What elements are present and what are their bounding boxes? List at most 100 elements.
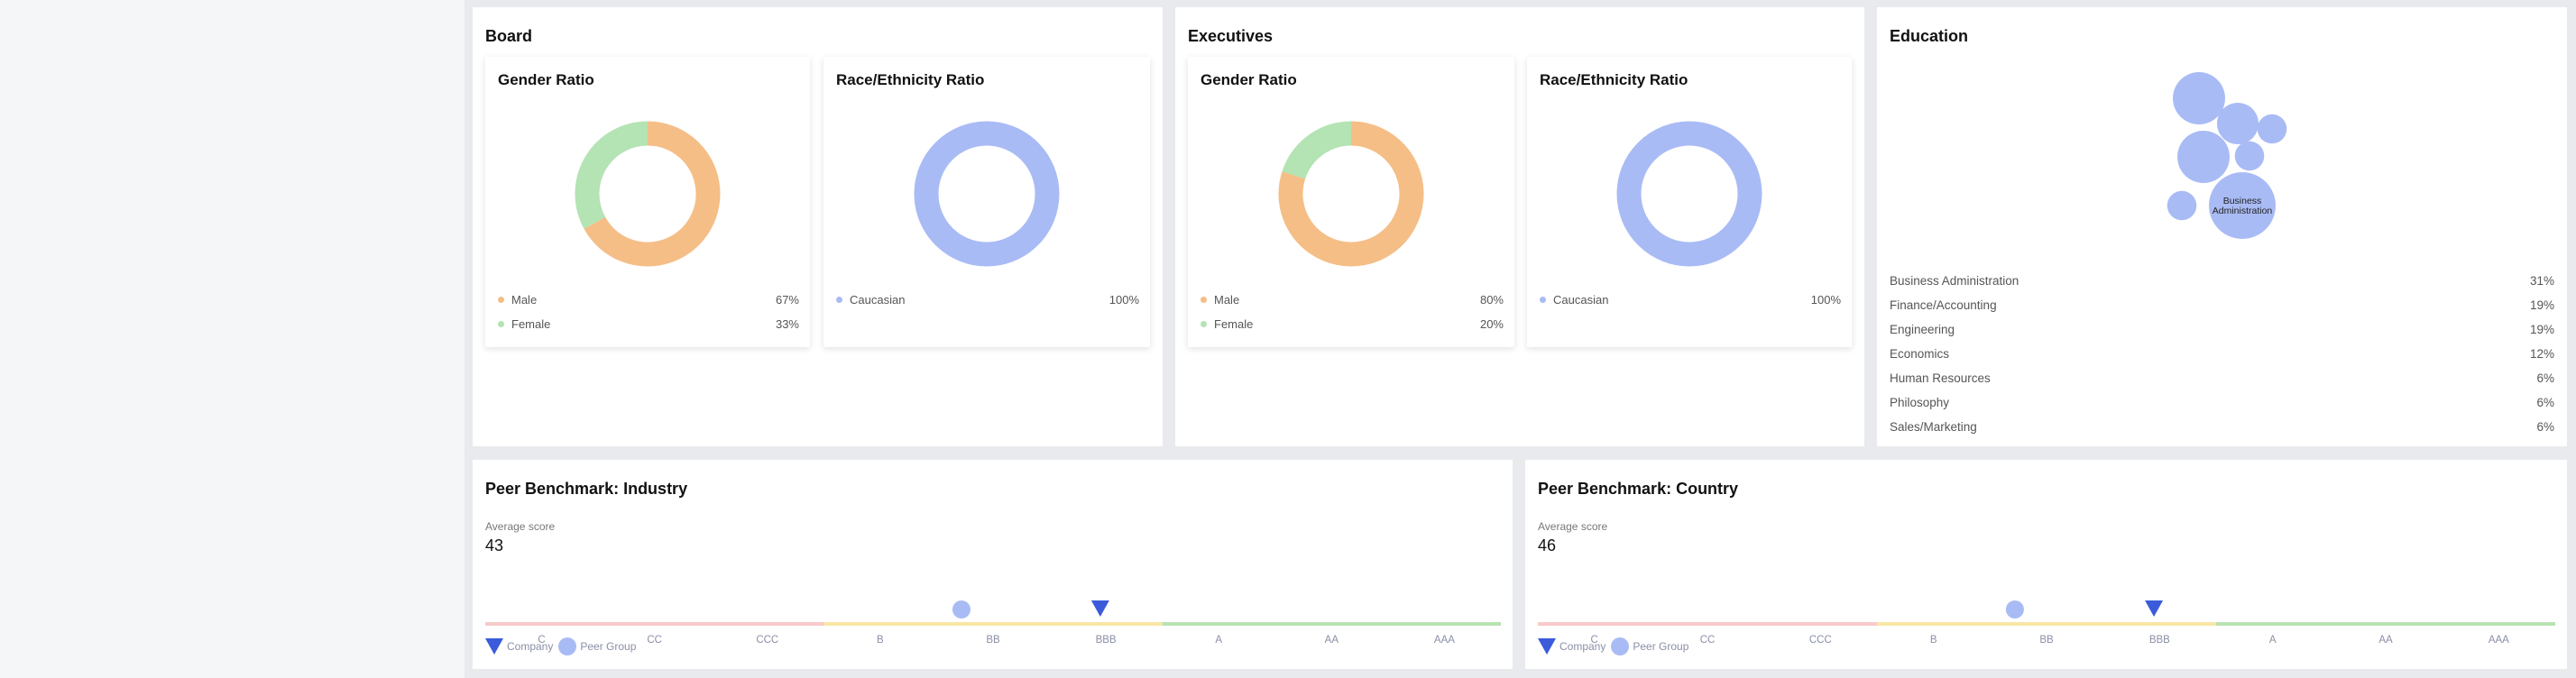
rating-tick-label: C — [1591, 635, 1598, 646]
legend-item-female: Female 33% — [498, 315, 799, 333]
legend-value: 67% — [775, 292, 799, 307]
exec-race-card: Race/Ethnicity Ratio Caucasian 100% — [1527, 57, 1852, 347]
board-race-donut — [914, 121, 1060, 267]
education-label: Economics — [1890, 347, 1950, 361]
list-item: Business Administration 31% — [1890, 274, 2554, 298]
rating-band — [1538, 622, 1877, 626]
list-item: Human Resources 6% — [1890, 371, 2554, 396]
board-title: Board — [485, 27, 533, 45]
education-bubble — [2167, 190, 2197, 221]
board-gender-donut — [575, 121, 721, 267]
exec-race-title: Race/Ethnicity Ratio — [1540, 71, 1688, 88]
legend-value: 100% — [1810, 292, 1841, 307]
legend-value: 80% — [1479, 292, 1504, 307]
bubble-label: Administration — [2213, 206, 2273, 216]
legend-item-caucasian: Caucasian 100% — [1540, 290, 1841, 308]
male-dot-icon — [1201, 296, 1207, 303]
rating-band — [1877, 622, 2216, 626]
peer-group-marker — [2005, 600, 2024, 618]
average-score-value: 43 — [485, 536, 504, 554]
average-score-label: Average score — [485, 520, 556, 533]
rating-band — [2216, 622, 2555, 626]
exec-gender-card: Gender Ratio Male 80% Female 20% — [1188, 57, 1514, 347]
legend-label: Caucasian — [850, 292, 906, 307]
education-bubble — [2216, 102, 2259, 145]
education-value: 6% — [2536, 420, 2554, 434]
rating-band — [1162, 622, 1501, 626]
legend-label: Male — [1214, 292, 1240, 307]
board-gender-title: Gender Ratio — [498, 71, 594, 88]
rating-tick-label: CCC — [1809, 635, 1832, 646]
education-label: Engineering — [1890, 323, 1955, 336]
donut-slice-male — [1278, 121, 1424, 267]
rating-tick-label: BBB — [1096, 635, 1117, 646]
caucasian-dot-icon — [836, 296, 842, 303]
executives-panel: Executives Gender Ratio Male 80% Female … — [1175, 7, 1864, 446]
bench-legend: Company Peer Group — [1538, 637, 1694, 656]
rating-tick-label: CC — [647, 635, 662, 646]
board-gender-card: Gender Ratio Male 67% Female 33% — [485, 57, 810, 347]
board-panel: Board Gender Ratio Male 67% Female 33% R… — [473, 7, 1163, 446]
legend-label: Female — [511, 316, 551, 331]
peer-group-marker-icon — [558, 637, 577, 655]
bench-industry-panel: Peer Benchmark: Industry Average score 4… — [473, 460, 1513, 669]
bench-country-panel: Peer Benchmark: Country Average score 46… — [1525, 460, 2567, 669]
education-bubble — [2173, 72, 2225, 124]
left-blank-pane — [0, 0, 465, 678]
legend-value: 100% — [1109, 292, 1139, 307]
rating-tick-label: C — [538, 635, 545, 646]
bench-legend: Company Peer Group — [485, 637, 641, 656]
education-value: 19% — [2529, 323, 2554, 336]
legend-item-female: Female 20% — [1201, 315, 1504, 333]
legend-label: Female — [1214, 316, 1254, 331]
education-value: 6% — [2536, 396, 2554, 409]
donut-slice-male — [584, 121, 721, 267]
legend-label: Male — [511, 292, 538, 307]
legend-peer-label: Peer Group — [1633, 640, 1689, 653]
education-label: Philosophy — [1890, 396, 1950, 409]
donut-slice-female — [1282, 121, 1352, 180]
list-item: Engineering 19% — [1890, 323, 2554, 347]
education-label: Sales/Marketing — [1890, 420, 1977, 434]
rating-tick-label: CCC — [756, 635, 778, 646]
legend-item-caucasian: Caucasian 100% — [836, 290, 1139, 308]
bench-industry-scale: C CC CCC B BB BBB A AA AAA — [485, 600, 1501, 646]
donut-slice-caucasian — [1616, 121, 1762, 267]
exec-race-donut — [1616, 121, 1762, 267]
bench-industry-title: Peer Benchmark: Industry — [485, 480, 688, 498]
bench-country-scale: C CC CCC B BB BBB A AA AAA — [1538, 600, 2555, 646]
rating-tick-label: BB — [2039, 635, 2054, 646]
legend-item-male: Male 67% — [498, 290, 799, 308]
education-label: Finance/Accounting — [1890, 298, 1997, 312]
rating-tick-label: BBB — [2149, 635, 2170, 646]
education-label: Business Administration — [1890, 274, 2019, 288]
rating-tick-label: AAA — [1434, 635, 1455, 646]
company-marker-icon — [1538, 638, 1556, 655]
rating-tick-label: B — [1930, 635, 1937, 646]
female-dot-icon — [498, 320, 504, 327]
donut-slice-female — [575, 121, 649, 229]
board-race-title: Race/Ethnicity Ratio — [836, 71, 985, 88]
legend-company-label: Company — [507, 640, 554, 653]
rating-tick-label: AAA — [2489, 635, 2509, 646]
company-marker — [2145, 600, 2164, 617]
rating-tick-label: AA — [2378, 635, 2393, 646]
rating-band — [485, 622, 824, 626]
rating-tick-label: A — [2269, 635, 2277, 646]
legend-peer-label: Peer Group — [580, 640, 637, 653]
list-item: Sales/Marketing 6% — [1890, 420, 2554, 444]
rating-tick-label: BB — [986, 635, 1000, 646]
list-item: Finance/Accounting 19% — [1890, 298, 2554, 323]
rating-tick-label: CC — [1700, 635, 1716, 646]
bubble-label: Business — [2223, 196, 2262, 206]
education-label: Human Resources — [1890, 371, 1991, 385]
legend-item-male: Male 80% — [1201, 290, 1504, 308]
education-title: Education — [1890, 27, 1969, 45]
donut-slice-caucasian — [914, 121, 1060, 267]
rating-tick-label: AA — [1325, 635, 1339, 646]
executives-title: Executives — [1188, 27, 1274, 45]
education-list: Business Administration 31% Finance/Accou… — [1890, 274, 2554, 444]
education-bubble — [2177, 131, 2230, 183]
exec-gender-title: Gender Ratio — [1201, 71, 1297, 88]
education-panel: Education Business Administration Busines… — [1877, 7, 2567, 446]
